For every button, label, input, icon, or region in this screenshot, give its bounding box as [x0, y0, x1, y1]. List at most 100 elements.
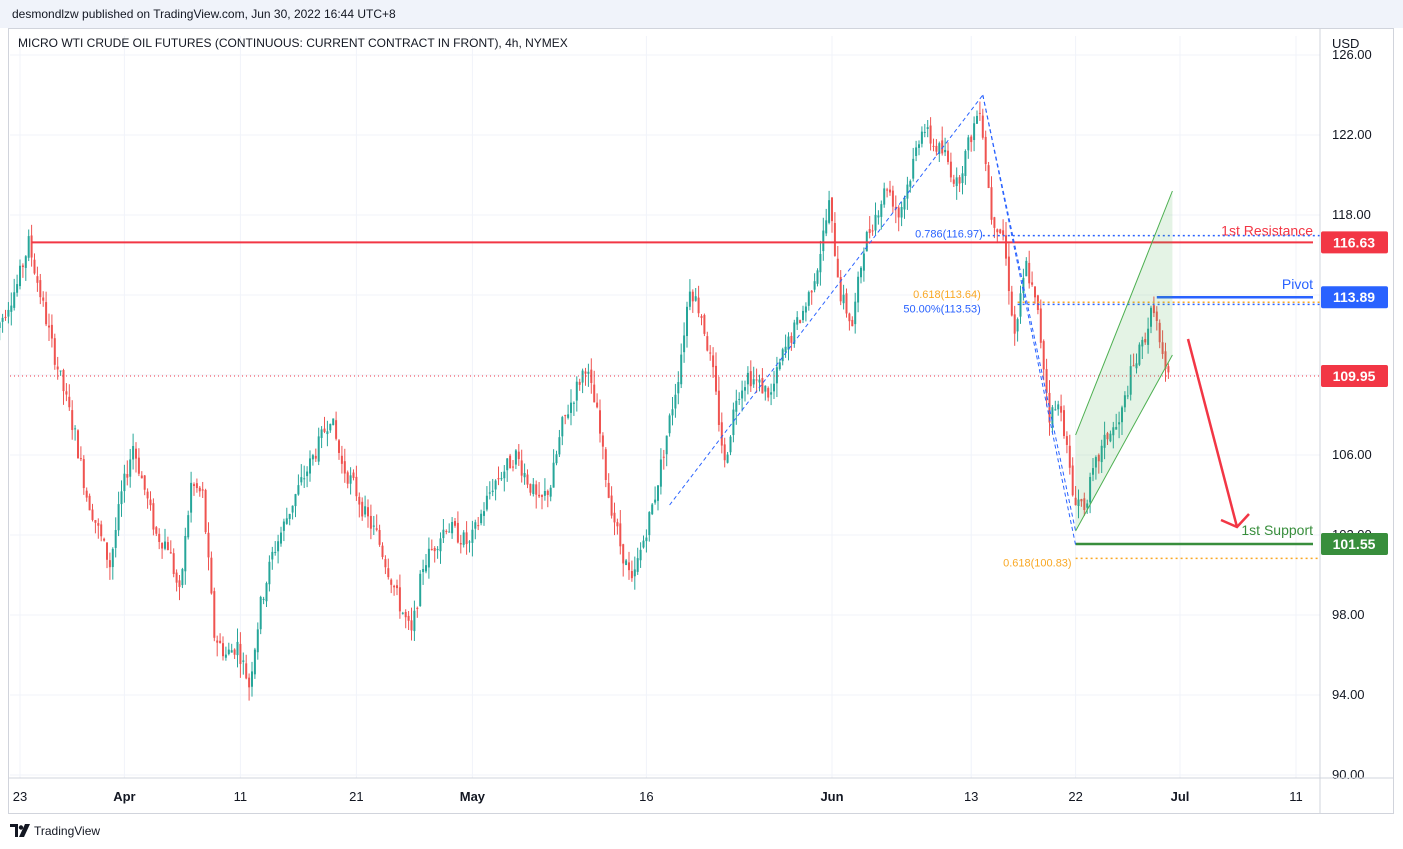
candle-down: [314, 455, 317, 459]
candle-up: [271, 551, 274, 560]
candle-up: [686, 306, 688, 337]
candle-up: [1100, 445, 1103, 463]
overlays: 1st Resistance Pivot 1st Support 0.786(116.…: [10, 94, 1320, 569]
candle-down: [1144, 339, 1147, 343]
candle-up: [973, 123, 976, 141]
candle-up: [474, 522, 477, 529]
candle-down: [509, 455, 512, 469]
chart-grid: [10, 36, 1320, 778]
candle-down: [1005, 235, 1007, 259]
candle-up: [59, 370, 62, 372]
candle-up: [291, 505, 294, 513]
candle-down: [369, 515, 372, 529]
candle-up: [294, 494, 297, 507]
candle-down: [178, 580, 181, 587]
candle-down: [947, 150, 949, 162]
candle-up: [311, 455, 314, 460]
candle-up: [372, 525, 375, 527]
candle-down: [77, 430, 79, 459]
resistance-price-badge: 116.63: [1333, 234, 1375, 250]
candle-down: [984, 136, 987, 165]
candle-up: [813, 281, 816, 290]
candle-down: [871, 230, 874, 232]
candle-down: [628, 562, 630, 571]
candle-up: [558, 437, 561, 455]
last-price-badge-bg: [1321, 365, 1388, 387]
candle-down: [398, 587, 401, 612]
price-tick-label: 122.00: [1332, 127, 1372, 142]
candle-up: [572, 402, 575, 404]
candle-down: [222, 643, 224, 657]
support-name: 1st Support: [1241, 522, 1313, 538]
candle-down: [161, 543, 164, 549]
candle-down: [845, 293, 848, 314]
candle-up: [923, 131, 926, 133]
candle-down: [512, 466, 514, 468]
candle-down: [590, 369, 593, 383]
candle-down: [155, 527, 158, 534]
candle-up: [883, 188, 886, 205]
candle-down: [323, 428, 326, 432]
time-tick-label: 16: [639, 789, 653, 804]
candle-down: [517, 451, 520, 460]
price-axis: 90.0094.0098.00102.00106.00110.00114.001…: [1319, 28, 1388, 814]
candle-up: [807, 292, 810, 306]
candle-up: [187, 515, 190, 538]
candle-down: [720, 422, 723, 446]
candle-up: [567, 414, 570, 418]
fib-786-label: 0.786(116.97): [915, 229, 983, 241]
candle-up: [726, 454, 729, 463]
candle-down: [932, 145, 935, 147]
candle-down: [709, 352, 712, 354]
candle-down: [1074, 497, 1077, 506]
pivot-price-badge: 113.89: [1333, 289, 1375, 305]
candle-down: [1065, 436, 1068, 445]
candle-up: [280, 532, 282, 544]
candle-up: [955, 177, 958, 187]
price-tick-label: 118.00: [1332, 207, 1371, 222]
candle-up: [575, 381, 578, 401]
candle-up: [230, 650, 233, 653]
candle-up: [419, 573, 422, 607]
candle-up: [503, 471, 506, 479]
candle-down: [207, 532, 210, 558]
candle-up: [581, 370, 584, 383]
candle-down: [106, 542, 108, 560]
candle-down: [941, 140, 944, 154]
tradingview-logo-icon: [10, 824, 30, 837]
candle-down: [1083, 498, 1086, 511]
price-tick-label: 90.00: [1332, 767, 1365, 782]
candle-down: [958, 177, 961, 184]
candle-down: [445, 530, 448, 532]
candle-up: [918, 144, 920, 148]
candle-up: [744, 387, 746, 391]
candle-up: [906, 184, 909, 199]
candle-down: [430, 548, 433, 550]
candle-up: [164, 541, 166, 549]
candle-up: [285, 518, 288, 524]
candle-up: [1112, 427, 1115, 436]
candle-up: [468, 541, 471, 543]
candle-up: [401, 612, 404, 614]
candle-up: [422, 568, 425, 573]
candle-up: [671, 409, 674, 416]
candle-down: [213, 591, 216, 638]
candle-down: [126, 474, 129, 478]
candle-up: [236, 641, 239, 656]
publish-bar: desmondlzw published on TradingView.com,…: [0, 0, 1403, 28]
candle-up: [13, 292, 16, 308]
time-tick-label: May: [460, 789, 486, 804]
candle-up: [262, 598, 265, 600]
candle-up: [282, 521, 285, 531]
candle-up: [485, 495, 488, 510]
candle-up: [1141, 339, 1144, 347]
pivot-price-badge-bg: [1321, 286, 1388, 309]
candle-down: [33, 259, 36, 274]
candle-up: [784, 346, 787, 352]
candle-down: [36, 276, 39, 283]
candle-up: [732, 409, 735, 436]
candle-up: [900, 207, 903, 218]
time-tick-label: Apr: [113, 789, 135, 804]
candle-up: [483, 511, 485, 516]
